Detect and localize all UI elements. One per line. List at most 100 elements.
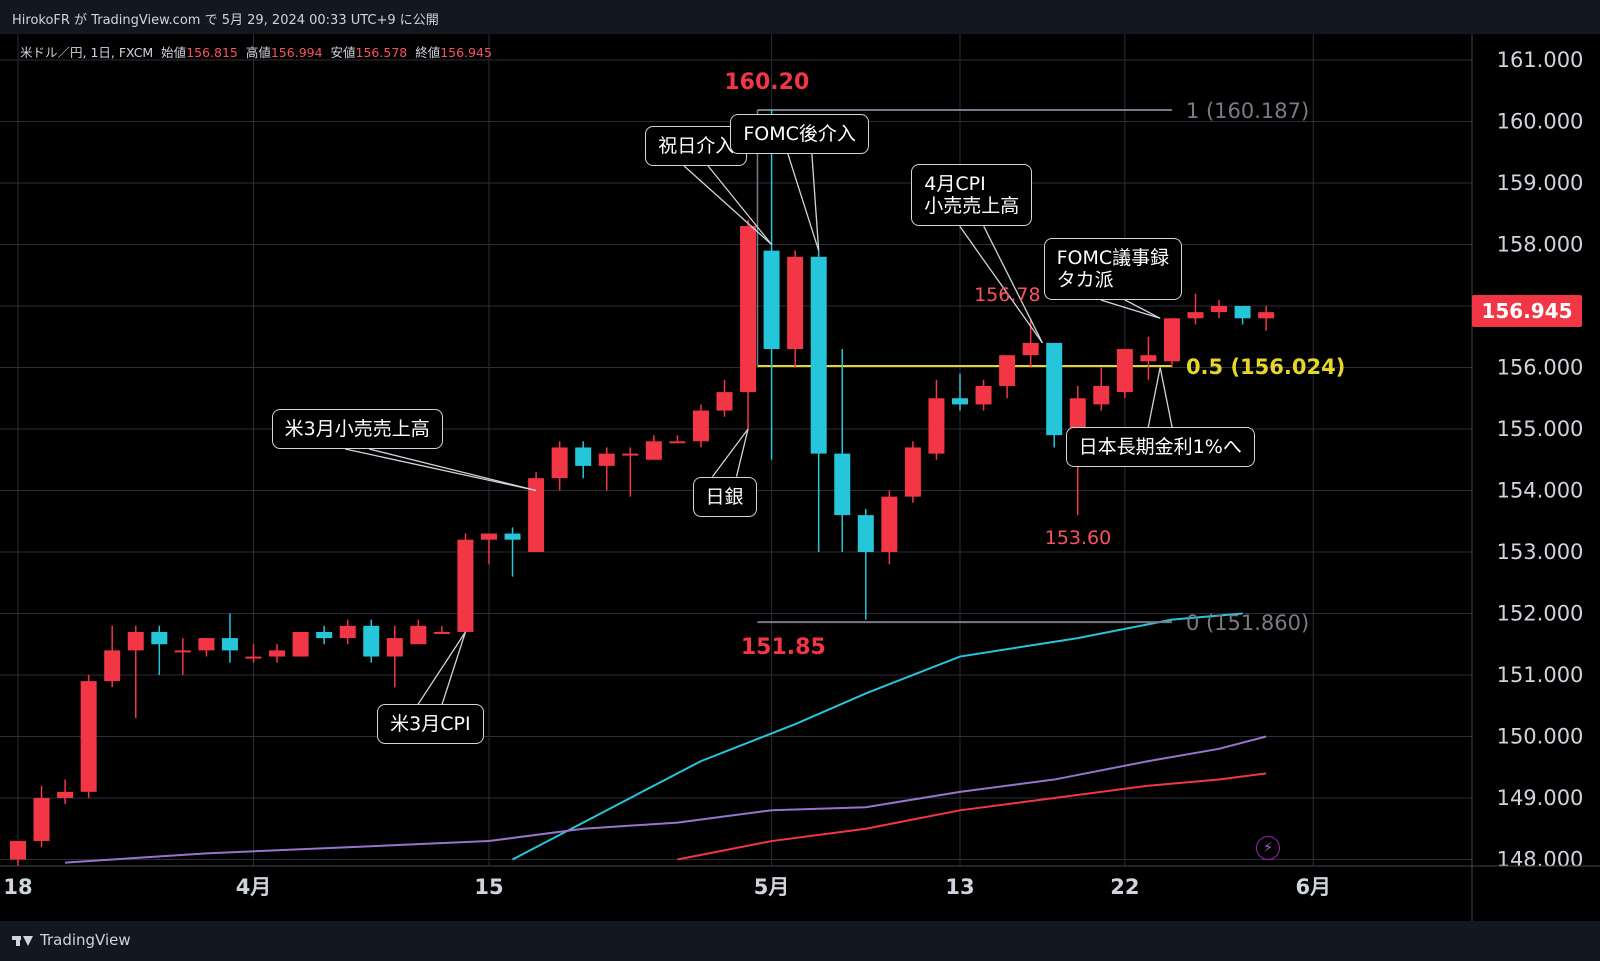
annotation-leader (683, 165, 773, 245)
candle-body (33, 798, 50, 842)
candle-body (1069, 398, 1086, 436)
annotation-leader (983, 226, 1044, 344)
close-value: 156.945 (440, 45, 492, 60)
annotation-leader (1147, 367, 1161, 428)
annotation-box[interactable]: 米3月CPI (377, 704, 484, 745)
high-value: 156.994 (270, 45, 323, 60)
lightning-icon[interactable]: ⚡ (1256, 836, 1280, 860)
annotation-leader (787, 153, 820, 251)
annotation-leader (707, 165, 773, 245)
candle-body (1211, 306, 1228, 313)
y-tick-label: 154.000 (1497, 479, 1584, 503)
price-label: 151.85 (740, 634, 826, 660)
x-tick-label: 5月 (754, 875, 790, 899)
annotation-box[interactable]: 4月CPI 小売売上高 (911, 164, 1033, 227)
candle-body (127, 631, 144, 651)
candle-body (716, 392, 733, 411)
candle-body (104, 650, 121, 682)
candle-body (57, 791, 74, 798)
candle-body (740, 226, 757, 393)
top-bar: HirokoFR が TradingView.com で 5月 29, 2024… (0, 0, 1600, 34)
brand-name: TradingView (40, 931, 131, 949)
y-tick-label: 161.000 (1497, 48, 1584, 72)
annotation-box[interactable]: 祝日介入 (645, 126, 748, 167)
annotation-leader (344, 448, 537, 492)
y-tick-label: 153.000 (1497, 540, 1584, 564)
fib-level-label: 0.5 (156.024) (1186, 355, 1345, 379)
x-tick-label: 22 (1110, 875, 1139, 899)
y-tick-label: 155.000 (1497, 417, 1584, 441)
candle-body (928, 398, 945, 454)
bottom-bar: TradingView (0, 921, 1600, 961)
candle-body (857, 515, 874, 552)
y-tick-label: 150.000 (1497, 725, 1584, 749)
candle-body (221, 638, 238, 651)
candle-body (999, 355, 1016, 386)
brand[interactable]: TradingView (12, 931, 131, 949)
price-label: 153.60 (1044, 527, 1112, 550)
candle-body (457, 539, 474, 632)
candle-body (1116, 349, 1133, 393)
annotation-leader (441, 631, 467, 705)
candle-body (622, 453, 639, 456)
candle-body (269, 650, 286, 657)
candle-body (410, 625, 427, 645)
publish-line: HirokoFR が TradingView.com で 5月 29, 2024… (12, 13, 439, 28)
candle-body (386, 638, 403, 657)
y-tick-label: 160.000 (1497, 110, 1584, 134)
annotation-box[interactable]: FOMC議事録 タカ派 (1043, 238, 1183, 301)
low-value: 156.578 (355, 45, 408, 60)
candle-body (316, 631, 333, 639)
candle-body (669, 441, 686, 444)
annotation-leader (735, 428, 749, 477)
annotation-box[interactable]: 日銀 (692, 476, 757, 517)
annotation-box[interactable]: 米3月小売売上高 (271, 409, 443, 449)
low-label: 安値 (330, 45, 356, 60)
fib-level-label: 1 (160.187) (1186, 99, 1309, 123)
symbol-name: 米ドル／円, 1日, FXCM (20, 45, 154, 60)
candle-body (10, 841, 26, 860)
price-label: 160.20 (724, 70, 810, 96)
tradingview-logo-icon (12, 933, 34, 947)
candle-body (763, 250, 780, 350)
candle-body (245, 656, 262, 659)
y-tick-label: 158.000 (1497, 233, 1584, 257)
chart-background (0, 34, 1600, 921)
candle-body (1093, 385, 1110, 405)
candle-body (1140, 355, 1157, 362)
candle-body (904, 447, 921, 497)
y-tick-label: 148.000 (1497, 848, 1584, 872)
x-tick-label: 18 (3, 875, 32, 899)
candle-body (551, 447, 568, 479)
candle-body (1258, 312, 1275, 319)
candle-body (292, 631, 309, 657)
annotation-box[interactable]: 日本長期金利1%へ (1065, 427, 1255, 468)
fib-level-label: 0 (151.860) (1186, 611, 1309, 635)
symbol-legend: 米ドル／円, 1日, FXCM 始値156.815 高値156.994 安値15… (20, 42, 492, 61)
price-chart[interactable]: 161.000160.000159.000158.000157.000156.0… (0, 34, 1600, 921)
candle-body (598, 453, 615, 466)
candle-body (952, 398, 968, 405)
candle-body (151, 631, 168, 645)
y-tick-label: 151.000 (1497, 663, 1584, 687)
moving-average-line (512, 612, 1243, 861)
annotation-box[interactable]: FOMC後介入 (730, 113, 869, 154)
candle-body (975, 385, 992, 405)
candle-body (363, 625, 380, 657)
candle-body (575, 447, 592, 466)
high-label: 高値 (245, 45, 271, 60)
x-tick-label: 4月 (236, 875, 272, 899)
candle-body (810, 256, 827, 454)
y-tick-label: 152.000 (1497, 602, 1584, 626)
candle-body (339, 625, 356, 639)
x-tick-label: 6月 (1295, 875, 1331, 899)
annotation-leader (811, 153, 820, 251)
annotation-leader (711, 428, 749, 478)
candle-body (481, 533, 497, 540)
open-label: 始値 (161, 45, 187, 60)
candle-body (1022, 342, 1039, 356)
candle-body (174, 650, 191, 653)
x-tick-label: 15 (474, 875, 503, 899)
y-tick-label: 159.000 (1497, 171, 1584, 195)
candle-body (1046, 342, 1063, 436)
